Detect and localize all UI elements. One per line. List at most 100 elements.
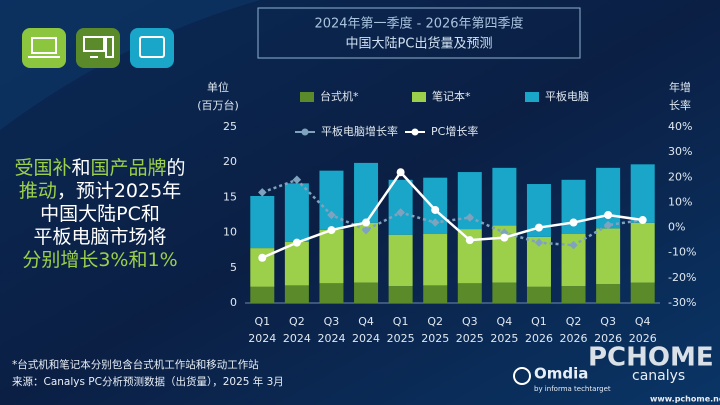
marker (327, 210, 336, 220)
x-tick-label: Q2 (289, 315, 305, 328)
marker (327, 226, 336, 235)
bar (319, 170, 344, 230)
x-tick-label: 2026 (525, 332, 553, 345)
marker (638, 216, 647, 225)
y2-tick-label: 40% (668, 120, 692, 133)
y2-tick-label: 10% (668, 195, 692, 208)
y-tick-label: 15 (223, 190, 237, 203)
bar (630, 282, 655, 303)
headline-segment: 的 (167, 157, 186, 179)
bar (284, 285, 309, 303)
headline-segment: 分别增长3%和1% (22, 249, 177, 271)
icons (22, 28, 174, 68)
header-line: 中国大陆PC出货量及预测 (346, 36, 493, 52)
marker (431, 205, 440, 214)
x-tick-label: 2024 (352, 332, 380, 345)
y2-tick-label: 0% (668, 221, 685, 234)
x-tick-label: Q4 (497, 315, 513, 328)
x-tick-label: Q4 (358, 315, 374, 328)
x-tick-label: 2025 (421, 332, 449, 345)
bar (388, 286, 413, 303)
bar (492, 167, 517, 226)
logo: Omdia (534, 365, 588, 383)
bar (492, 282, 517, 303)
headline-segment: 和 (71, 157, 90, 179)
y-tick-label: 0 (230, 296, 237, 309)
watermark: PCHOME (588, 343, 714, 373)
headline-segment: 推动 (19, 180, 57, 202)
line (261, 178, 643, 247)
headline-segment: 中国大陆PC和 (40, 203, 160, 225)
bar (596, 283, 621, 303)
y-tick-label: 10 (223, 226, 237, 239)
marker (292, 175, 302, 185)
legend-label: 笔记本* (432, 89, 471, 103)
x-tick-label: 2025 (456, 332, 484, 345)
y-tick-label: 5 (230, 261, 237, 274)
y2-tick-label: 30% (668, 145, 692, 158)
header-line: 2024年第一季度 - 2026年第四季度 (314, 16, 523, 32)
bar (630, 164, 655, 223)
marker (258, 188, 267, 197)
x-tick-label: Q2 (566, 315, 582, 328)
line (261, 170, 643, 259)
y-title: (百万台) (197, 98, 239, 112)
x-tick-label: Q4 (635, 315, 651, 328)
headline-segment: 受国补 (14, 157, 71, 179)
headline-segment: 平板电脑市场将 (33, 226, 166, 248)
legend-marker (301, 128, 309, 136)
logo-sub: by informa techtarget (534, 385, 611, 393)
bar (596, 167, 621, 229)
marker (396, 208, 405, 217)
y2-tick-label: 20% (668, 170, 692, 183)
bar (284, 241, 309, 286)
marker (465, 213, 475, 222)
headline: 受国补和国产品牌的推动，预计2025年中国大陆PC和平板电脑市场将分别增长3%和… (14, 157, 185, 271)
legend-label: 平板电脑增长率 (321, 124, 398, 138)
x-tick-label: 2025 (387, 332, 415, 345)
footnote: *台式机和笔记本分别包含台式机工作站和移动工作站 (12, 358, 259, 371)
y-tick-label: 25 (223, 120, 237, 133)
bar (526, 286, 551, 303)
headline-line: 分别增长3%和1% (22, 249, 177, 271)
x-tick-label: Q3 (324, 315, 340, 328)
marker (292, 238, 301, 247)
bar (561, 286, 586, 303)
marker (465, 236, 474, 245)
y2-tick-label: -30% (668, 296, 696, 309)
x-tick-label: 2026 (594, 332, 622, 345)
x-tick-label: Q1 (531, 315, 547, 328)
headline-line: 平板电脑市场将 (33, 226, 166, 248)
headline-line: 推动，预计2025年 (19, 180, 181, 202)
y2-tick-label: -10% (668, 246, 696, 259)
marker (569, 218, 578, 227)
bar (388, 234, 413, 287)
bar (630, 222, 655, 283)
marker (362, 218, 371, 227)
y2-title: 长率 (669, 98, 691, 112)
bar (596, 228, 621, 284)
logo: canalys (632, 368, 685, 384)
marker (534, 223, 543, 232)
header-box (257, 7, 581, 59)
y2-tick-label: -20% (668, 271, 696, 284)
x-tick-label: Q2 (427, 315, 443, 328)
x-tick-label: 2024 (317, 332, 345, 345)
legend-label: 平板电脑 (545, 89, 589, 103)
x-tick-label: 2026 (629, 332, 657, 345)
headline-segment: ，预计2025年 (57, 180, 181, 202)
headline-line: 中国大陆PC和 (40, 203, 160, 225)
bar (319, 283, 344, 303)
bar (250, 195, 275, 249)
marker (430, 218, 440, 227)
marker (396, 168, 405, 177)
x-tick-label: 2026 (560, 332, 588, 345)
x-tick-label: 2024 (248, 332, 276, 345)
x-tick-label: 2024 (283, 332, 311, 345)
y-tick-label: 20 (223, 155, 237, 168)
y-title: 单位 (207, 80, 229, 94)
footnote: 来源：Canalys PC分析预测数据（出货量），2025 年 3月 (12, 375, 284, 388)
x-tick-label: 2025 (490, 332, 518, 345)
legend-label: PC增长率 (431, 124, 478, 138)
